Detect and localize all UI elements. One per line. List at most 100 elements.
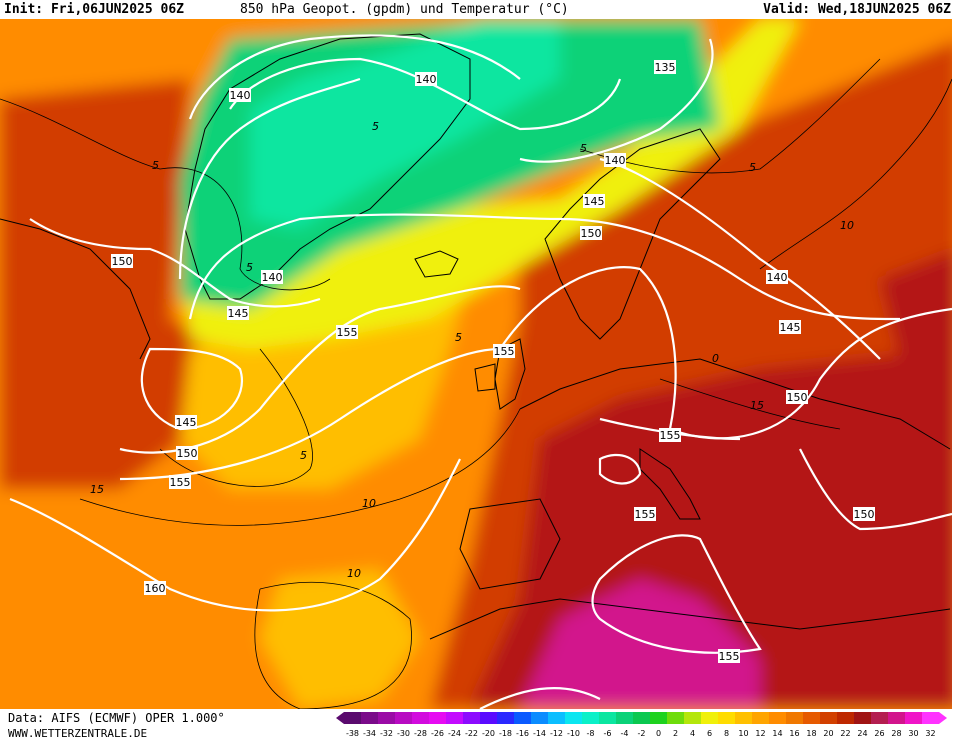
colorbar-tick-label: 8 [724,729,729,738]
colorbar-swatch [582,712,599,724]
temperature-labels: 5 5 5 5 5 5 5 0 10 10 15 15 10 [90,120,854,580]
coastline-africa [429,598,951,640]
colorbar-swatch [616,712,633,724]
svg-text:155: 155 [337,326,358,339]
colorbar-tick-label: -10 [567,729,580,738]
geopotential-label: 140 [604,153,626,167]
svg-text:155: 155 [719,650,740,663]
geopotential-label: 150 [580,226,602,240]
colorbar-swatch [633,712,650,724]
temperature-label: 10 [840,219,854,232]
temperature-label: 0 [712,352,719,365]
svg-text:140: 140 [230,89,251,102]
colorbar-swatch [514,712,531,724]
temperature-label: 10 [347,567,361,580]
colorbar-tick-label: -18 [499,729,512,738]
colorbar-swatch [752,712,769,724]
colorbar-tick-label: 22 [840,729,850,738]
colorbar-tick-label: 2 [673,729,678,738]
colorbar-tick-label: 26 [874,729,884,738]
geopotential-contours [9,34,952,709]
chart-title: 850 hPa Geopot. (gpdm) und Temperatur (°… [240,2,569,17]
svg-text:140: 140 [605,154,626,167]
colorbar-tick-label: -14 [533,729,546,738]
colorbar-swatch [684,712,701,724]
colorbar-tick-label: -22 [465,729,478,738]
colorbar-swatch [786,712,803,724]
svg-text:150: 150 [787,391,808,404]
svg-text:155: 155 [170,476,191,489]
colorbar-swatch [480,712,497,724]
chart-footer: Data: AIFS (ECMWF) OPER 1.000° WWW.WETTE… [0,709,959,741]
geopotential-label: 155 [634,507,656,521]
svg-text:140: 140 [262,271,283,284]
temp-field-coldest-core [250,19,560,229]
colorbar-swatch [361,712,378,724]
colorbar-swatch [446,712,463,724]
svg-text:140: 140 [767,271,788,284]
colorbar-tick-label: -30 [397,729,410,738]
colorbar-tick-label: -2 [638,729,646,738]
temperature-label: 5 [455,331,462,344]
colorbar-swatch [718,712,735,724]
geopotential-label: 155 [169,475,191,489]
geopotential-label: 145 [175,415,197,429]
geopotential-label: 140 [415,72,437,86]
svg-text:145: 145 [584,195,605,208]
geopotential-label: 145 [779,320,801,334]
colorbar-swatch [837,712,854,724]
colorbar-swatch [378,712,395,724]
colorbar-tick-label: 32 [925,729,935,738]
colorbar-tick-label: 18 [806,729,816,738]
website: WWW.WETTERZENTRALE.DE [8,727,148,740]
colorbar-swatch [922,712,939,724]
coastline-labrador [0,218,151,360]
geopotential-label: 145 [227,306,249,320]
colorbar-swatch [854,712,871,724]
colorbar-tick-label: 4 [690,729,695,738]
colorbar-swatch [412,712,429,724]
svg-text:155: 155 [660,429,681,442]
geopotential-label: 150 [853,507,875,521]
svg-text:140: 140 [416,73,437,86]
colorbar-swatch [395,712,412,724]
temp-field-very-hot [520,579,760,709]
colorbar-tick-label: -8 [587,729,595,738]
svg-text:150: 150 [112,255,133,268]
geopotential-label: 150 [786,390,808,404]
coastline-europe [519,358,951,450]
colorbar-tick-label: 28 [891,729,901,738]
temperature-label: 15 [750,399,764,412]
colorbar-swatch [769,712,786,724]
temperature-label: 5 [580,142,587,155]
colorbar-tick-label: 20 [823,729,833,738]
colorbar-swatch [667,712,684,724]
svg-text:155: 155 [635,508,656,521]
colorbar-swatch [871,712,888,724]
colorbar-swatch [548,712,565,724]
colorbar-swatch [344,712,361,724]
colorbar-tick-label: 6 [707,729,712,738]
chart-header: Init: Fri,06JUN2025 06Z 850 hPa Geopot. … [0,0,959,19]
temperature-label: 15 [90,483,104,496]
data-source: Data: AIFS (ECMWF) OPER 1.000° [8,711,225,725]
colorbar-swatch [803,712,820,724]
colorbar-tick-label: -34 [363,729,376,738]
colorbar-swatch [888,712,905,724]
geopotential-label: 150 [111,254,133,268]
svg-text:150: 150 [177,447,198,460]
colorbar-tick-label: -20 [482,729,495,738]
coastline-ireland [474,363,496,392]
colorbar-swatch [701,712,718,724]
colorbar-tick-label: 16 [789,729,799,738]
valid-time: Valid: Wed,18JUN2025 06Z [763,2,951,17]
temp-field-mild-atlantic [180,269,470,709]
colorbar-tick-label: -16 [516,729,529,738]
colorbar-swatch [820,712,837,724]
colorbar-tick-label: -6 [604,729,612,738]
temperature-label: 5 [246,261,253,274]
svg-text:155: 155 [494,345,515,358]
geopotential-label: 160 [144,581,166,595]
coastline-iberia [459,498,561,590]
